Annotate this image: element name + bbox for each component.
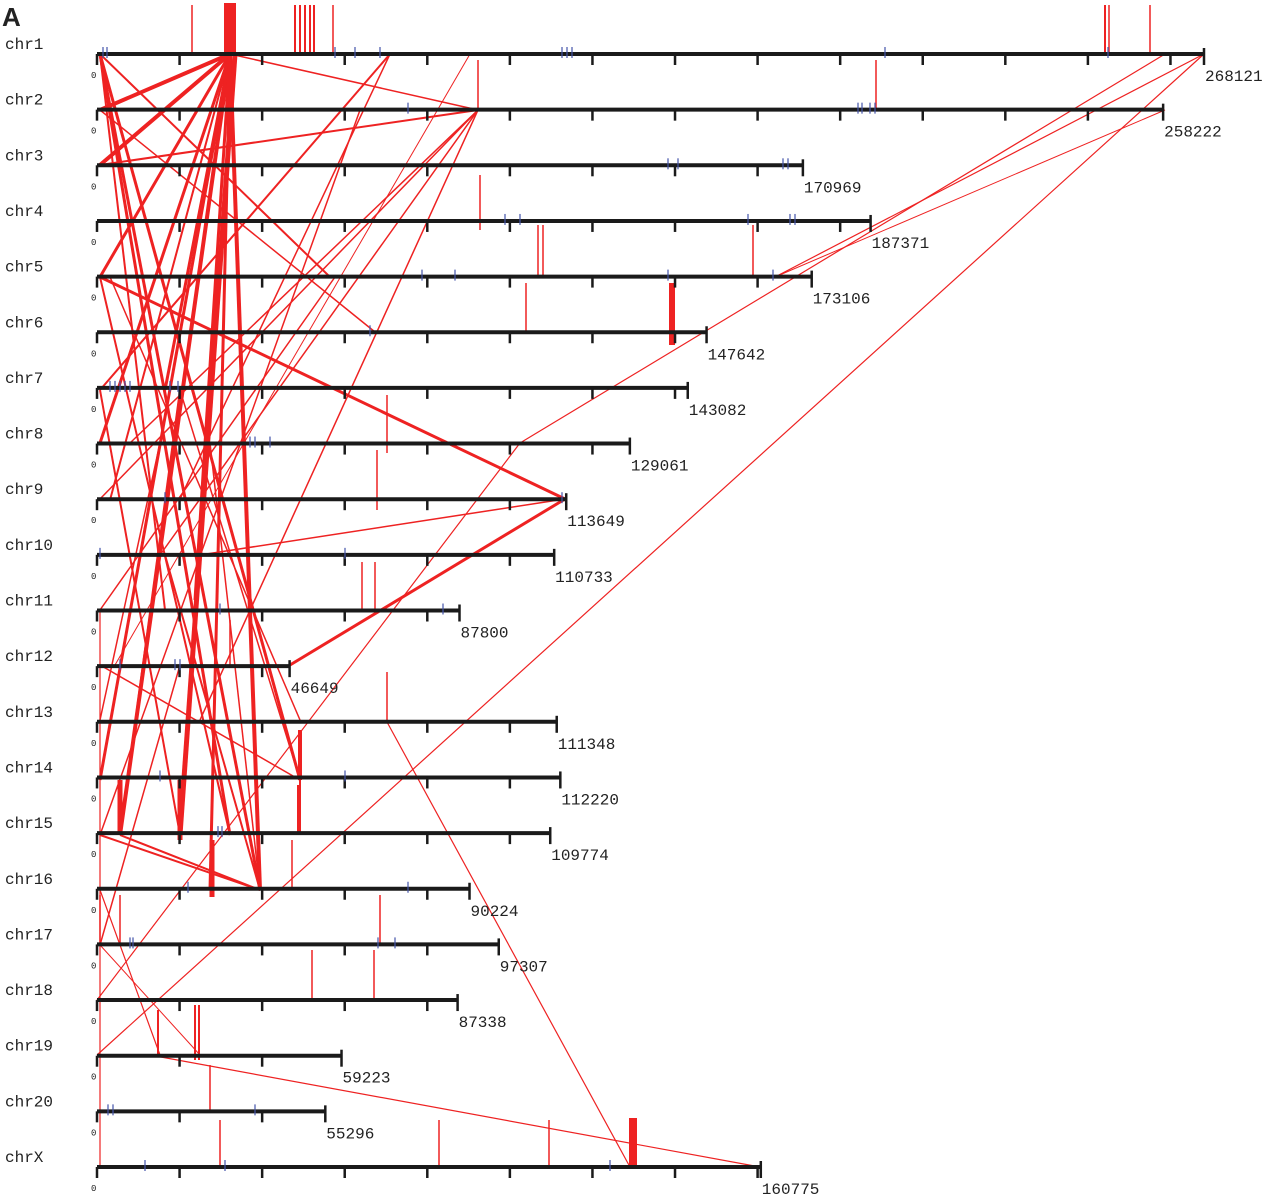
link	[98, 53, 302, 781]
link	[99, 109, 479, 500]
chromosome-name: chr15	[5, 815, 53, 833]
length-label: 46649	[291, 680, 339, 698]
link	[774, 53, 1205, 278]
link	[199, 109, 479, 721]
length-label: 97307	[500, 958, 548, 976]
link	[98, 53, 232, 781]
origin-label: 0	[91, 794, 96, 804]
chromosome-name: chr12	[5, 648, 53, 666]
length-label: 109774	[551, 847, 609, 865]
length-label: 55296	[326, 1125, 374, 1143]
chromosome-name: chr17	[5, 926, 53, 944]
chromosome-name: chr3	[5, 147, 43, 165]
length-label: 187371	[872, 235, 930, 253]
chromosome-name: chr10	[5, 537, 53, 555]
length-label: 112220	[561, 791, 619, 809]
panel-label: A	[2, 2, 21, 32]
link	[99, 52, 231, 112]
length-label: 160775	[762, 1181, 820, 1198]
origin-label: 0	[91, 850, 96, 860]
length-label: 87338	[459, 1014, 507, 1032]
length-label: 59223	[343, 1070, 391, 1088]
chromosome-name: chr19	[5, 1038, 53, 1056]
chromosome-name: chr16	[5, 871, 53, 889]
link	[99, 834, 261, 891]
chromosome-name: chr13	[5, 704, 53, 722]
link	[199, 498, 566, 556]
link	[119, 834, 261, 891]
link	[774, 109, 1166, 278]
origin-label: 0	[91, 349, 96, 359]
length-label: 258222	[1164, 124, 1222, 142]
length-label: 129061	[631, 458, 689, 476]
link	[149, 1054, 761, 1168]
link	[114, 53, 471, 666]
chromosome-name: chr20	[5, 1093, 53, 1111]
length-label: 113649	[567, 513, 625, 531]
origin-label: 0	[91, 906, 96, 916]
origin-label: 0	[91, 572, 96, 582]
link	[98, 53, 232, 444]
chromosome-name: chr9	[5, 481, 43, 499]
length-label: 87800	[461, 625, 509, 643]
link	[229, 53, 479, 111]
link	[228, 53, 262, 891]
chromosome-name: chr1	[5, 36, 43, 54]
length-label: 110733	[555, 569, 613, 587]
origin-label: 0	[91, 182, 96, 192]
chromosome-name: chr5	[5, 259, 43, 277]
link	[99, 442, 161, 721]
origin-label: 0	[91, 961, 96, 971]
origin-label: 0	[91, 683, 96, 693]
link	[99, 664, 181, 946]
link	[193, 53, 232, 601]
link	[99, 109, 361, 836]
origin-label: 0	[91, 628, 96, 638]
chromosome-name: chr4	[5, 203, 43, 221]
link	[386, 721, 631, 1168]
origin-label: 0	[91, 1017, 96, 1027]
origin-label: 0	[91, 1073, 96, 1083]
link	[179, 389, 301, 781]
chromosome-name: chr6	[5, 314, 43, 332]
length-label: 143082	[689, 402, 747, 420]
links	[96, 3, 1205, 1168]
origin-label: 0	[91, 405, 96, 415]
chromosome-name: chrX	[5, 1149, 44, 1167]
link	[98, 53, 262, 891]
length-label: 268121	[1205, 68, 1263, 86]
origin-label: 0	[91, 461, 96, 471]
length-label: 111348	[558, 736, 616, 754]
length-label: 173106	[813, 291, 871, 309]
origin-label: 0	[91, 294, 96, 304]
length-label: 90224	[471, 903, 519, 921]
link	[289, 497, 566, 667]
origin-label: 0	[91, 238, 96, 248]
length-label: 147642	[708, 346, 766, 364]
chromosome-name: chr8	[5, 426, 43, 444]
origin-label: 0	[91, 127, 96, 137]
chromosome-name: chr7	[5, 370, 43, 388]
length-label: 170969	[804, 179, 862, 197]
origin-label: 0	[91, 516, 96, 526]
origin-label: 0	[91, 71, 96, 81]
chromosome-name: chr18	[5, 982, 53, 1000]
origin-label: 0	[91, 739, 96, 749]
origin-label: 0	[91, 1184, 96, 1194]
origin-label: 0	[91, 1128, 96, 1138]
link	[99, 109, 479, 166]
chromosome-name: chr14	[5, 759, 53, 777]
link	[99, 889, 161, 1056]
chromosome-name: chr11	[5, 593, 53, 611]
chromosome-name: chr2	[5, 92, 43, 110]
